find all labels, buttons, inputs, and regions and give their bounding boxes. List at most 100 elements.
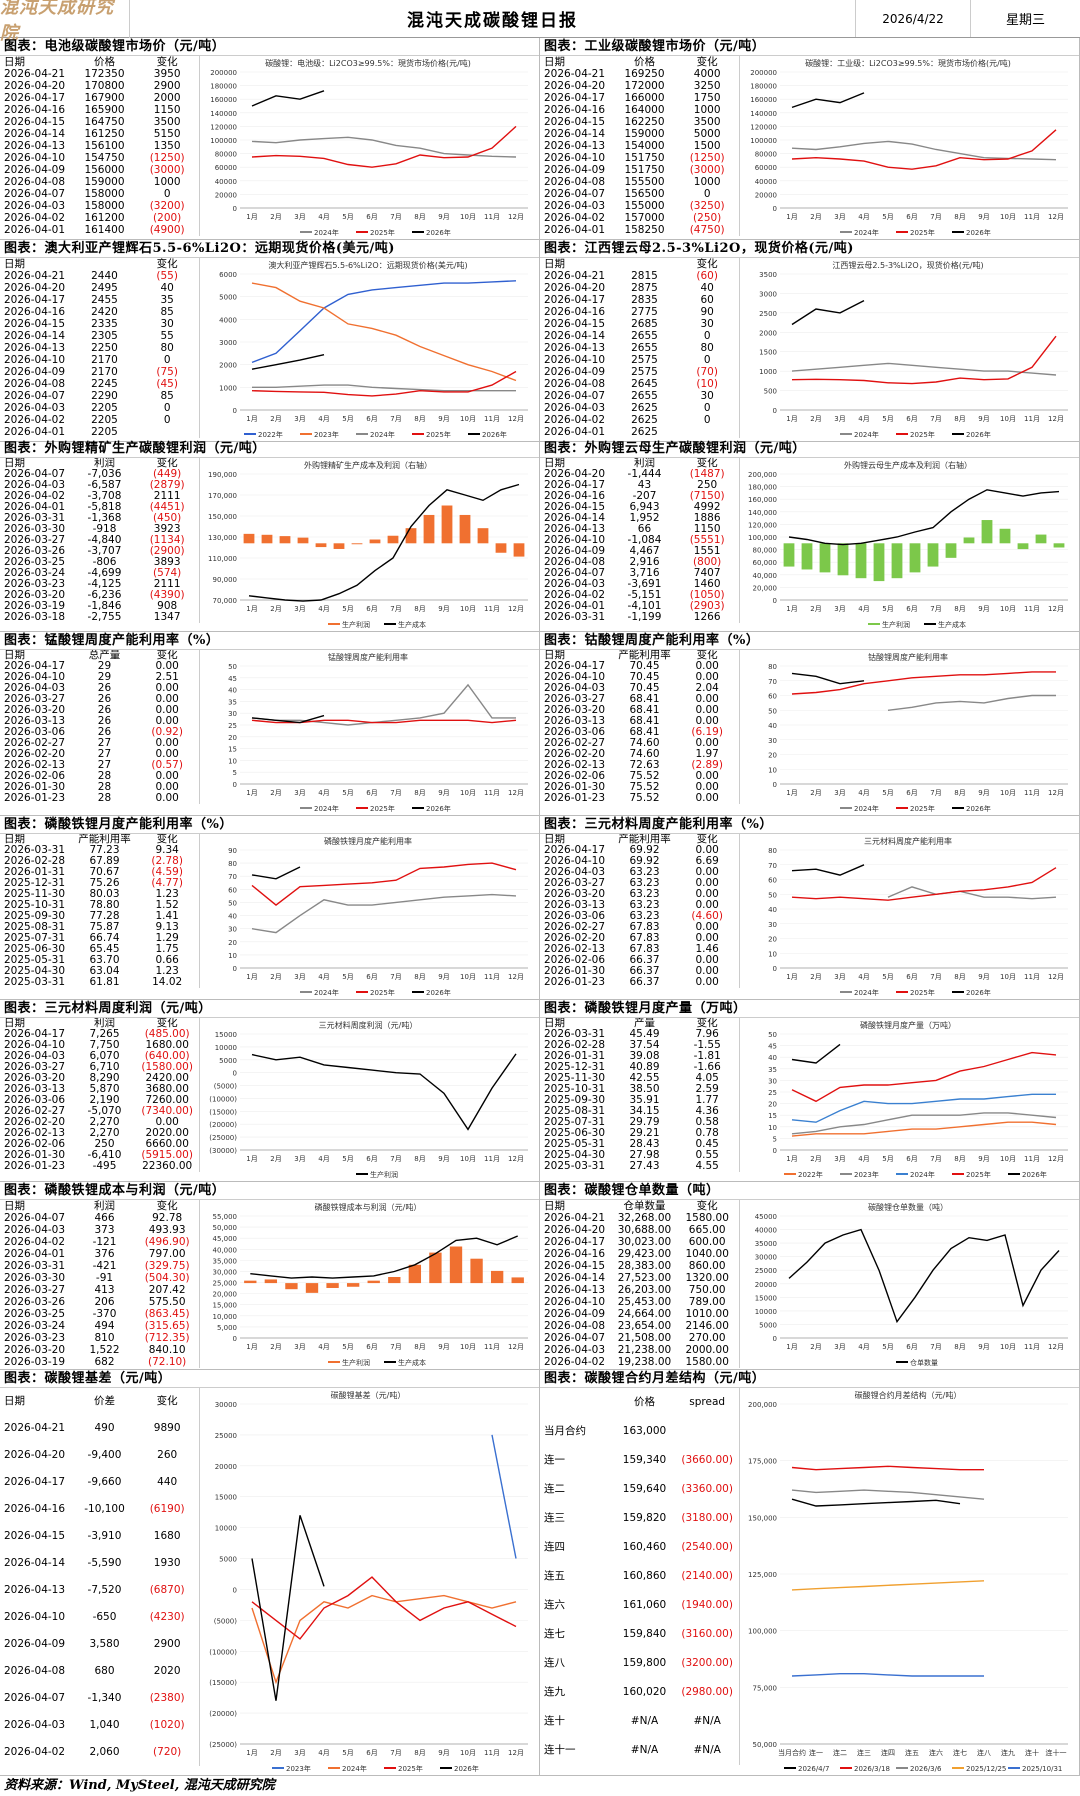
table-row: 2026-04-10 154750 (1250) [0,152,199,164]
table-cell: 2026-04-02 [544,212,606,224]
table-row: 连六 161,060 (1940.00) [540,1591,739,1620]
table-cell: 4.05 [695,1073,719,1084]
series-line [791,1498,961,1507]
table-row: 2026-04-10 2170 0 [0,354,199,366]
y-tick-label: 125,000 [748,1571,777,1579]
table-cell: (7340.00) [141,1106,193,1117]
table-cell: -121 [92,1236,117,1248]
y-tick-label: 90 [228,847,237,855]
table-cell: 25,453.00 [617,1296,672,1308]
table-row: 2025-10-31 78.80 1.52 [0,900,199,911]
table-cell: (0.92) [151,727,183,738]
x-tick-label: 11月 [1024,973,1040,981]
table-cell: 2026-04-16 [4,306,66,318]
table-row: 2026-04-03 373 493.93 [0,1224,199,1236]
table-cell: 40 [160,282,174,294]
table-cell: 连五 [544,1570,565,1582]
table-row: 2026-04-15 2335 30 [0,318,199,330]
legend: 2024年 2025年 2026年 [300,228,451,237]
table-row: 2026-04-03 2625 0 [540,402,739,414]
panel-title: 图表：磷酸铁锂月度产量（万吨） [540,1000,1079,1018]
table-cell: 155000 [624,200,665,212]
x-tick-label: 5月 [882,605,893,613]
table-cell: (6870) [149,1584,185,1596]
table-row: 2026-04-21 2815 (60) [540,270,739,282]
table-cell: 2026-03-26 [4,1296,66,1308]
table-cell: 2026-04-03 [544,683,606,694]
y-tick-label: (10000) [209,1095,237,1103]
table-cell: 3500 [153,116,181,128]
table-header-cell: 日期 [4,458,25,469]
x-tick-label: 7月 [930,1343,941,1351]
table-cell: 2026-02-27 [544,738,606,749]
table-cell: 3950 [153,68,181,80]
y-tick-label: 75,000 [753,1684,778,1692]
table-cell: 2026-03-18 [4,612,66,623]
table-row: 2026-01-30 -6,410 (5915.00) [0,1150,199,1161]
table-cell: 2026-03-23 [4,579,66,590]
table-cell: 172000 [624,80,665,92]
table-cell: 30 [700,390,714,402]
table-cell: 0.00 [695,933,719,944]
bar-mark [1053,543,1065,548]
panel-title: 图表：三元材料周度利润（元/吨） [0,1000,539,1018]
legend-label: 2025年 [910,430,935,439]
y-tick-label: 0 [233,205,237,213]
table-row: 2026-04-02 19,238.00 1580.00 [540,1356,739,1368]
table-cell: 2026-04-10 [4,672,66,683]
series-line [491,1434,517,1559]
table-cell: 2026-04-02 [4,491,66,502]
table-cell: 2025-08-31 [4,922,66,933]
table-cell: 156000 [84,164,125,176]
x-tick-label: 7月 [930,789,941,797]
table-cell: 0.78 [695,1128,719,1139]
table-cell: 2026-01-23 [544,977,606,988]
table-cell: 2026-04-03 [4,1051,66,1062]
table-row: 2026-03-13 63.23 0.00 [540,900,739,911]
table-row: 2026-04-13 2250 80 [0,342,199,354]
table-cell: 0.55 [695,1150,719,1161]
table-cell: 0 [703,188,711,200]
table-cell: 2026-04-14 [544,1272,606,1284]
table-cell: (329.75) [144,1260,190,1272]
table-cell: 2026-03-20 [544,705,606,716]
table-row: 2026-04-14 27,523.00 1320.00 [540,1272,739,1284]
table-cell: 2,190 [89,1095,120,1106]
table-cell: 3500 [693,116,721,128]
table-cell: 2.59 [695,1084,719,1095]
bar-mark [346,1283,360,1287]
table-cell: 206 [94,1296,115,1308]
x-tick-label: 2月 [270,1749,281,1757]
table-cell: 0 [703,330,711,342]
table-cell: (75) [156,366,178,378]
table-header-cell: 日期 [4,834,25,845]
x-tick-label: 连九 [1001,1748,1015,1757]
panel-p12: 图表：磷酸铁锂月度产量（万吨） 日期 产量 变化 2026-03-31 45.49 7.96… [540,1000,1080,1182]
table-cell: 1.23 [155,966,179,977]
x-tick-label: 连六 [929,1748,943,1757]
table-cell: 8,290 [89,1073,120,1084]
table-cell: 600.00 [688,1236,726,1248]
table-cell: 63.23 [629,867,660,878]
table-cell: 0.58 [695,1117,719,1128]
table-cell: 1000 [153,176,181,188]
table-cell: 2026-04-14 [4,330,66,342]
x-tick-label: 5月 [882,1155,893,1163]
table-cell: 2025-10-31 [4,900,66,911]
table-row: 2025-04-30 27.98 0.55 [540,1150,739,1161]
x-tick-label: 3月 [294,789,305,797]
table-row: 2026-02-13 72.63 (2.89) [540,760,739,771]
table-cell: 2026-04-03 [4,1224,66,1236]
y-tick-label: 5000 [219,294,237,302]
x-tick-label: 8月 [414,213,425,221]
chart-title: 碳酸锂基差（元/吨） [331,1390,406,1400]
table-cell: 0.00 [695,955,719,966]
table-row: 2026-04-01 -5,818 (4451) [0,502,199,513]
table-cell: 66.37 [629,966,660,977]
table-cell: 2026-04-13 [544,524,606,535]
x-tick-label: 7月 [390,605,401,613]
table-header-cell: 日期 [544,258,565,270]
chart: 锰酸锂周度产能利用率 0 5 10 15 20 25 30 35 40 45 50 1月 2月 3月 4月 5月… [200,650,536,814]
table-row: 2026-04-16 2775 90 [540,306,739,318]
x-tick-label: 4月 [858,213,869,221]
